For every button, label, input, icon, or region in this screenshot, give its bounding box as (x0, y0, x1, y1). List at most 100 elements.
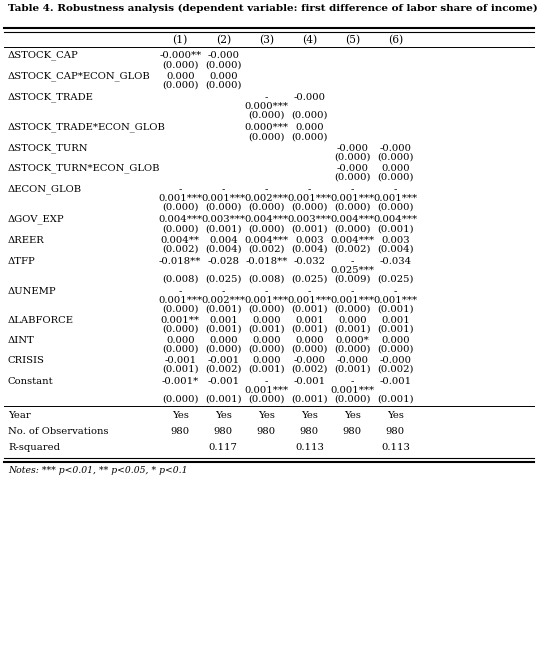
Text: 0.004: 0.004 (209, 236, 238, 245)
Text: (6): (6) (388, 35, 403, 46)
Text: 0.001***: 0.001*** (330, 194, 374, 203)
Text: (0.000): (0.000) (334, 345, 371, 354)
Text: (0.025): (0.025) (291, 275, 328, 283)
Text: 0.001***: 0.001*** (330, 386, 374, 395)
Text: (0.001): (0.001) (377, 395, 414, 403)
Text: (0.001): (0.001) (334, 365, 371, 374)
Text: 0.001: 0.001 (295, 316, 324, 325)
Text: 0.000: 0.000 (166, 336, 195, 345)
Text: Yes: Yes (215, 411, 232, 421)
Text: (0.000): (0.000) (377, 345, 414, 354)
Text: 0.004**: 0.004** (161, 236, 200, 245)
Text: 0.000: 0.000 (252, 336, 281, 345)
Text: (0.000): (0.000) (377, 153, 414, 162)
Text: -: - (222, 287, 225, 296)
Text: 0.003: 0.003 (295, 236, 324, 245)
Text: 0.002***: 0.002*** (201, 296, 245, 305)
Text: (0.001): (0.001) (205, 395, 242, 403)
Text: (0.000): (0.000) (248, 304, 285, 314)
Text: -0.001*: -0.001* (161, 377, 199, 386)
Text: 0.000: 0.000 (209, 336, 238, 345)
Text: 0.003***: 0.003*** (287, 214, 331, 224)
Text: 0.113: 0.113 (295, 444, 324, 452)
Text: 0.113: 0.113 (381, 444, 410, 452)
Text: (0.001): (0.001) (162, 365, 199, 374)
Text: -0.000**: -0.000** (159, 51, 201, 60)
Text: ΔSTOCK_TURN: ΔSTOCK_TURN (8, 144, 88, 153)
Text: (0.000): (0.000) (162, 345, 199, 354)
Text: Constant: Constant (8, 377, 54, 386)
Text: 0.001**: 0.001** (161, 316, 200, 325)
Text: 0.004***: 0.004*** (373, 214, 417, 224)
Text: -: - (265, 287, 268, 296)
Text: -: - (351, 287, 354, 296)
Text: 0.004***: 0.004*** (330, 236, 374, 245)
Text: 0.000: 0.000 (252, 356, 281, 365)
Text: -0.032: -0.032 (293, 257, 325, 266)
Text: (0.001): (0.001) (334, 325, 371, 334)
Text: 0.000: 0.000 (252, 316, 281, 325)
Text: Yes: Yes (344, 411, 361, 421)
Text: (0.000): (0.000) (334, 153, 371, 162)
Text: (0.000): (0.000) (162, 224, 199, 233)
Text: -0.000: -0.000 (336, 356, 369, 365)
Text: -: - (265, 185, 268, 194)
Text: (0.000): (0.000) (162, 60, 199, 69)
Text: (3): (3) (259, 35, 274, 46)
Text: Yes: Yes (301, 411, 318, 421)
Text: 0.001***: 0.001*** (244, 386, 288, 395)
Text: Table 4. Robustness analysis (dependent variable: first difference of labor shar: Table 4. Robustness analysis (dependent … (8, 4, 538, 13)
Text: 0.001***: 0.001*** (287, 194, 331, 203)
Text: (0.000): (0.000) (248, 224, 285, 233)
Text: Year: Year (8, 411, 31, 421)
Text: 0.001***: 0.001*** (244, 296, 288, 305)
Text: -: - (308, 185, 311, 194)
Text: -0.000: -0.000 (379, 356, 412, 365)
Text: 0.001***: 0.001*** (201, 194, 245, 203)
Text: (1): (1) (173, 35, 188, 46)
Text: 0.000: 0.000 (381, 164, 410, 173)
Text: (0.000): (0.000) (334, 395, 371, 403)
Text: -0.000: -0.000 (336, 144, 369, 153)
Text: -0.001: -0.001 (207, 356, 239, 365)
Text: ΔSTOCK_TURN*ECON_GLOB: ΔSTOCK_TURN*ECON_GLOB (8, 163, 160, 174)
Text: -0.000: -0.000 (379, 144, 412, 153)
Text: 0.002***: 0.002*** (244, 194, 288, 203)
Text: (0.000): (0.000) (291, 345, 328, 354)
Text: (0.001): (0.001) (205, 224, 242, 233)
Text: (0.000): (0.000) (334, 304, 371, 314)
Text: -0.018**: -0.018** (245, 257, 287, 266)
Text: 0.000: 0.000 (381, 336, 410, 345)
Text: (0.000): (0.000) (248, 133, 285, 141)
Text: (0.001): (0.001) (248, 365, 285, 374)
Text: (0.000): (0.000) (205, 202, 242, 212)
Text: Yes: Yes (258, 411, 275, 421)
Text: ΔINT: ΔINT (8, 336, 35, 345)
Text: (0.000): (0.000) (162, 81, 199, 90)
Text: (0.002): (0.002) (334, 245, 371, 254)
Text: -0.001: -0.001 (207, 377, 239, 386)
Text: 0.001***: 0.001*** (287, 296, 331, 305)
Text: 0.000***: 0.000*** (244, 102, 288, 111)
Text: 0.001***: 0.001*** (373, 296, 417, 305)
Text: -0.028: -0.028 (207, 257, 239, 266)
Text: -0.000: -0.000 (336, 164, 369, 173)
Text: (0.000): (0.000) (205, 345, 242, 354)
Text: No. of Observations: No. of Observations (8, 427, 109, 436)
Text: 0.117: 0.117 (209, 444, 238, 452)
Text: (0.000): (0.000) (334, 173, 371, 182)
Text: (0.002): (0.002) (205, 365, 242, 374)
Text: ΔGOV_EXP: ΔGOV_EXP (8, 214, 65, 224)
Text: (0.001): (0.001) (377, 224, 414, 233)
Text: 980: 980 (386, 427, 405, 436)
Text: (0.002): (0.002) (162, 245, 199, 254)
Text: -: - (308, 287, 311, 296)
Text: ΔREER: ΔREER (8, 236, 45, 245)
Text: ΔECON_GLOB: ΔECON_GLOB (8, 185, 82, 194)
Text: (0.008): (0.008) (248, 275, 285, 283)
Text: -: - (394, 185, 397, 194)
Text: ΔSTOCK_TRADE*ECON_GLOB: ΔSTOCK_TRADE*ECON_GLOB (8, 123, 166, 132)
Text: (0.000): (0.000) (162, 304, 199, 314)
Text: (2): (2) (216, 35, 231, 46)
Text: (0.025): (0.025) (377, 275, 414, 283)
